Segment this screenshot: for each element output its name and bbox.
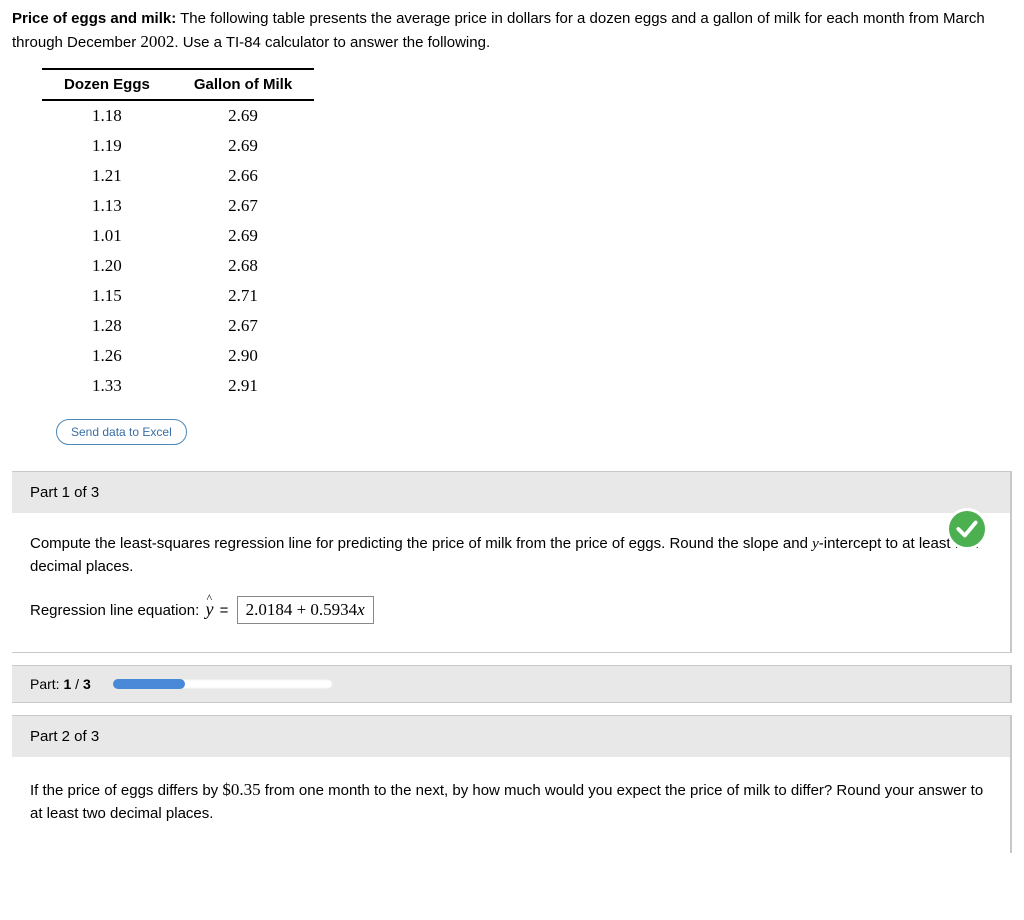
- intro-text-2: . Use a TI-84 calculator to answer the f…: [174, 34, 490, 51]
- progress-track: [113, 679, 333, 689]
- send-to-excel-button[interactable]: Send data to Excel: [56, 419, 187, 445]
- progress-fill: [113, 679, 186, 689]
- equals-sign: =: [220, 602, 233, 619]
- part-1-header: Part 1 of 3: [12, 472, 1010, 513]
- part-1-body: Compute the least-squares regression lin…: [12, 513, 1010, 652]
- part-1-question: Compute the least-squares regression lin…: [30, 533, 992, 578]
- part-2-header: Part 2 of 3: [12, 716, 1010, 757]
- table-row: 1.202.68: [42, 251, 314, 281]
- y-hat-symbol: ^y: [203, 599, 215, 619]
- table-row: 1.332.91: [42, 371, 314, 401]
- progress-label: Part: 1 / 3: [30, 676, 91, 692]
- intro-bold: Price of eggs and milk:: [12, 10, 176, 27]
- part-2-block: Part 2 of 3 If the price of eggs differs…: [12, 715, 1012, 853]
- table-row: 1.182.69: [42, 100, 314, 131]
- table-row: 1.012.69: [42, 221, 314, 251]
- progress-bar-row: Part: 1 / 3: [12, 665, 1012, 703]
- part-1-block: Part 1 of 3 Compute the least-squares re…: [12, 471, 1012, 653]
- regression-answer-input[interactable]: 2.0184 + 0.5934x: [237, 596, 374, 624]
- col-eggs: Dozen Eggs: [42, 69, 172, 100]
- col-milk: Gallon of Milk: [172, 69, 314, 100]
- regression-equation-line: Regression line equation: ^y = 2.0184 + …: [30, 596, 992, 624]
- problem-intro: Price of eggs and milk: The following ta…: [12, 8, 1012, 54]
- part-2-question: If the price of eggs differs by $0.35 fr…: [30, 777, 992, 825]
- price-table: Dozen Eggs Gallon of Milk 1.182.69 1.192…: [42, 68, 314, 401]
- table-row: 1.132.67: [42, 191, 314, 221]
- table-row: 1.192.69: [42, 131, 314, 161]
- eq-label: Regression line equation:: [30, 602, 203, 619]
- table-row: 1.262.90: [42, 341, 314, 371]
- table-row: 1.212.66: [42, 161, 314, 191]
- part-2-body: If the price of eggs differs by $0.35 fr…: [12, 757, 1010, 853]
- intro-year: 2002: [140, 32, 174, 51]
- table-body: 1.182.69 1.192.69 1.212.66 1.132.67 1.01…: [42, 100, 314, 401]
- table-row: 1.152.71: [42, 281, 314, 311]
- table-row: 1.282.67: [42, 311, 314, 341]
